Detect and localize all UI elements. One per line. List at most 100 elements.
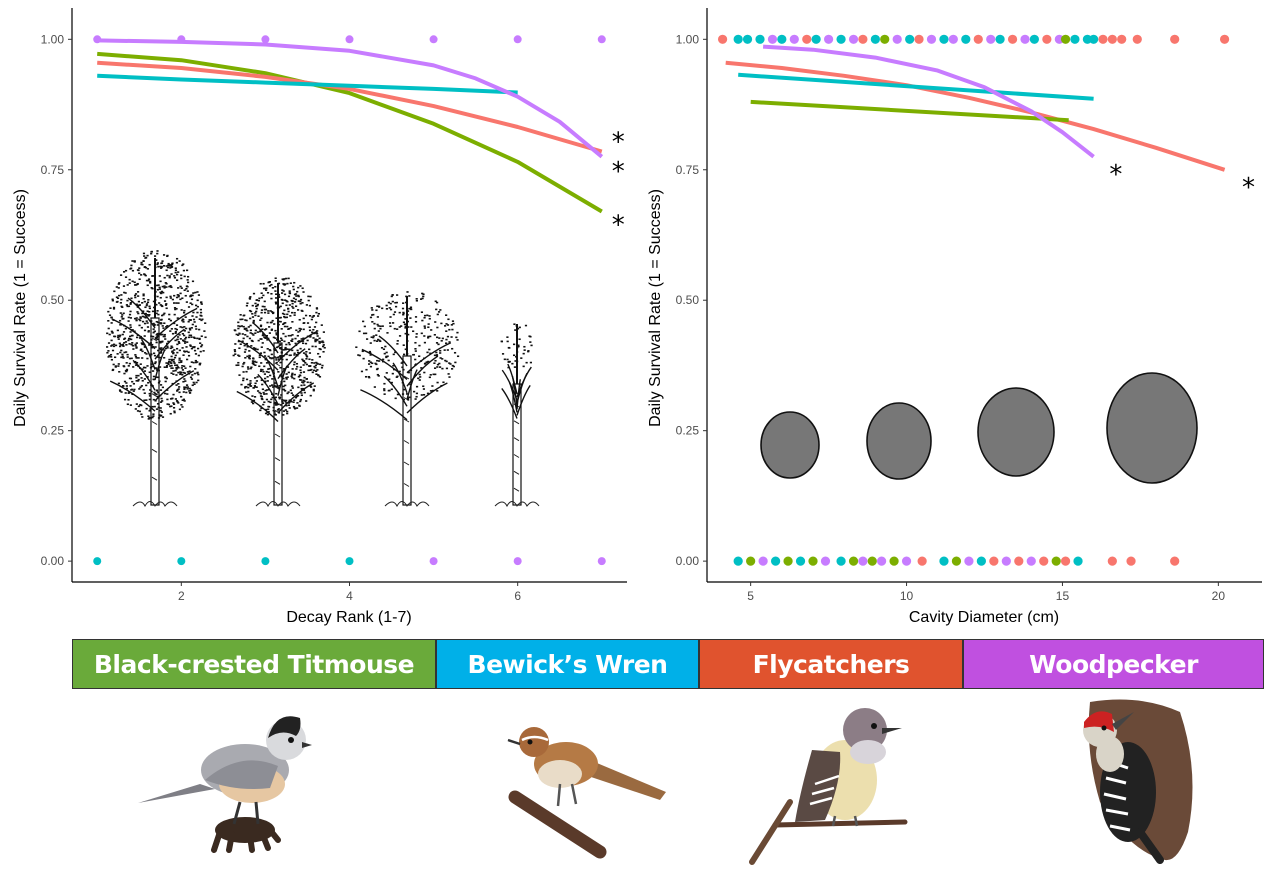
flycatcher-icon — [749, 708, 908, 865]
series-line-woodpecker — [97, 38, 604, 159]
data-point — [755, 34, 765, 44]
data-point — [1014, 556, 1024, 566]
left-y-tick-label: 0.75 — [41, 163, 65, 177]
data-point — [783, 556, 793, 566]
data-point — [1020, 34, 1030, 44]
tree-icon — [105, 250, 207, 508]
data-point — [961, 34, 971, 44]
data-point — [717, 34, 728, 44]
data-point — [1070, 34, 1080, 44]
data-point — [986, 34, 996, 44]
legend-titmouse: Black-crested Titmouse — [72, 639, 436, 689]
data-point — [867, 556, 877, 566]
data-point — [1026, 556, 1036, 566]
right-y-tick-label: 1.00 — [676, 32, 700, 46]
data-point — [795, 556, 806, 566]
data-point — [848, 556, 859, 566]
data-point — [345, 35, 354, 44]
data-point — [973, 34, 983, 44]
data-point — [976, 556, 986, 566]
data-point — [995, 34, 1005, 44]
data-point — [429, 557, 438, 566]
right-x-tick-label: 15 — [1056, 589, 1070, 603]
left-y-tick-label: 0.25 — [41, 424, 65, 438]
data-point — [877, 556, 887, 566]
legend-wren-label: Bewick’s Wren — [467, 649, 668, 679]
left-y-tick-label: 1.00 — [41, 32, 65, 46]
data-point — [429, 35, 438, 44]
data-point — [939, 556, 949, 566]
data-point — [746, 556, 756, 566]
significance-asterisk: * — [1109, 160, 1122, 190]
data-point — [1132, 34, 1142, 44]
data-point — [93, 557, 102, 566]
left-x-axis-label: Decay Rank (1-7) — [286, 609, 411, 626]
data-point — [758, 556, 768, 566]
data-point — [1126, 556, 1136, 566]
tree-icon — [355, 291, 460, 508]
left-stars: *** — [612, 128, 625, 241]
data-point — [917, 556, 927, 566]
data-point — [824, 34, 834, 44]
data-point — [1060, 556, 1071, 566]
data-point — [733, 34, 743, 44]
cavity-icon — [760, 411, 820, 479]
data-point — [770, 556, 781, 566]
legend-wren: Bewick’s Wren — [436, 639, 699, 689]
decay-rank-panel: 0.000.250.500.751.002 4 6 *** Decay Rank (… — [12, 8, 627, 626]
species-legend: Black-crested Titmouse Bewick’s Wren Fly… — [72, 639, 1264, 691]
series-line-woodpecker — [762, 44, 1095, 159]
data-point — [1089, 34, 1099, 44]
series-line-titmouse — [97, 51, 603, 214]
bird-illustrations — [138, 699, 1193, 865]
data-point — [261, 557, 270, 566]
data-point — [870, 34, 880, 44]
data-point — [1170, 34, 1180, 44]
left-y-tick-label: 0.00 — [41, 554, 65, 568]
series-line-titmouse — [750, 99, 1069, 123]
series-line-flycatchers — [725, 60, 1226, 172]
data-point — [848, 34, 859, 44]
legend-titmouse-label: Black-crested Titmouse — [93, 649, 415, 679]
data-point — [892, 34, 902, 44]
legend-woodpecker: Woodpecker — [963, 639, 1264, 689]
left-x-tick-label: 2 — [178, 589, 185, 603]
data-point — [820, 556, 831, 566]
data-point — [1042, 34, 1052, 44]
right-y-tick-label: 0.25 — [676, 424, 700, 438]
data-point — [777, 34, 787, 44]
tree-icon — [494, 323, 540, 508]
data-point — [345, 557, 354, 566]
left-lines — [97, 38, 604, 214]
series-line-wren — [97, 73, 518, 95]
data-point — [914, 34, 924, 44]
data-point — [989, 556, 999, 566]
right-y-axis-label: Daily Survival Rate (1 = Success) — [647, 189, 664, 427]
right-y-tick-label: 0.00 — [676, 554, 700, 568]
data-point — [889, 556, 899, 566]
data-point — [926, 34, 937, 44]
right-x-tick-label: 5 — [747, 589, 754, 603]
data-point — [880, 34, 890, 44]
right-axes: 0.00 0.25 0.50 0.75 1.00 5 10 15 20 — [676, 8, 1262, 603]
cavity-icon — [1106, 372, 1198, 484]
right-x-tick-label: 10 — [900, 589, 914, 603]
wren-icon — [507, 727, 666, 859]
data-point — [1098, 34, 1108, 44]
data-point — [964, 556, 974, 566]
legend-woodpecker-label: Woodpecker — [1029, 649, 1198, 679]
figure: 0.000.250.500.751.002 4 6 *** Decay Rank (… — [12, 8, 1262, 626]
series-line-flycatchers — [97, 60, 603, 154]
data-point — [1219, 34, 1230, 44]
data-point — [513, 35, 522, 44]
data-point — [1117, 34, 1127, 44]
significance-asterisk: * — [612, 210, 625, 240]
data-point — [513, 557, 522, 566]
significance-asterisk: * — [612, 157, 625, 187]
right-y-tick-label: 0.75 — [676, 163, 700, 177]
data-point — [858, 34, 868, 44]
cavity-icon — [866, 402, 932, 480]
data-point — [1073, 556, 1083, 566]
left-points — [93, 35, 606, 566]
left-x-tick-label: 6 — [514, 589, 521, 603]
